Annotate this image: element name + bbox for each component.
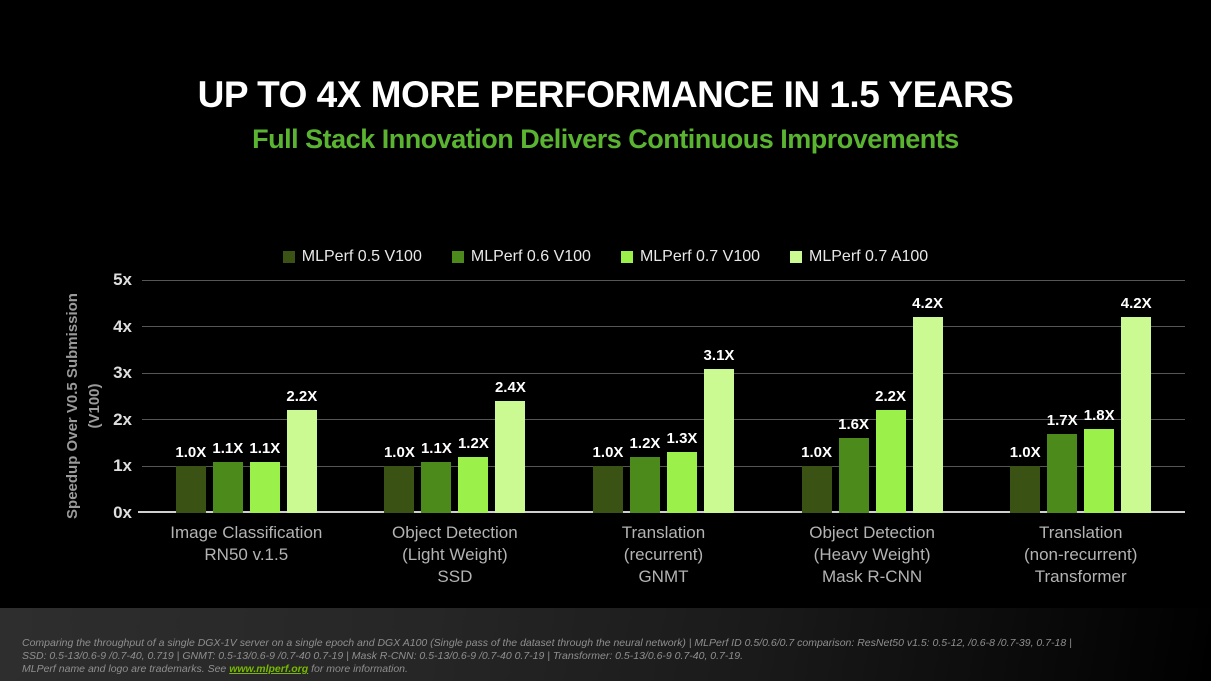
footnote-line3-prefix: MLPerf name and logo are trademarks. See — [22, 663, 230, 675]
category-label: Object Detection (Light Weight) SSD — [392, 523, 518, 586]
bar-group: 1.0X 1.7X 1.8X 4.2X — [976, 280, 1185, 513]
bar-value-label: 4.2X — [1120, 295, 1152, 313]
gridline — [142, 326, 1185, 328]
gridline — [142, 465, 1185, 467]
legend-label: MLPerf 0.7 A100 — [809, 248, 929, 265]
bar-mlperf-0-5-v100: 1.0X — [593, 444, 623, 513]
category-label: Object Detection (Heavy Weight) Mask R-CNN — [809, 523, 935, 586]
legend-item: MLPerf 0.5 V100 — [282, 248, 422, 266]
legend-item: MLPerf 0.6 V100 — [451, 248, 591, 266]
legend-swatch-icon — [451, 251, 464, 263]
bar-mlperf-0-6-v100: 1.7X — [1047, 412, 1078, 513]
footnote-line1: Comparing the throughput of a single DGX… — [22, 637, 1072, 649]
bar-value-label: 1.2X — [629, 435, 661, 453]
footer: Comparing the throughput of a single DGX… — [22, 637, 1201, 676]
y-tick-label: 0x — [113, 503, 132, 522]
bar-mlperf-0-6-v100: 1.1X — [421, 440, 452, 513]
y-axis-title-line2: (V100) — [86, 383, 103, 429]
bar-mlperf-0-5-v100: 1.0X — [175, 444, 206, 513]
y-tick-label: 4x — [113, 316, 132, 336]
y-axis-title-line1: Speedup Over V0.5 Submission — [64, 293, 81, 519]
bar-value-label: 1.6X — [838, 416, 870, 434]
footnote-line3-suffix: for more information. — [308, 663, 408, 675]
legend-label: MLPerf 0.7 V100 — [639, 248, 761, 265]
bar-value-label: 2.2X — [286, 388, 318, 406]
bar-value-label: 1.1X — [212, 439, 244, 457]
y-tick-label: 5x — [113, 270, 132, 289]
bar-group: 1.0X 1.1X 1.2X 2.4X — [351, 280, 560, 513]
page-title: UP TO 4X MORE PERFORMANCE IN 1.5 YEARS — [197, 74, 1014, 115]
bar-mlperf-0-5-v100: 1.0X — [1010, 444, 1041, 513]
bar-value-label: 1.0X — [383, 444, 415, 462]
bar-mlperf-0-5-v100: 1.0X — [801, 444, 832, 513]
bar-mlperf-0-7-a100: 2.2X — [286, 388, 317, 513]
category-labels: Image Classification RN50 v.1.5 Object Det… — [142, 522, 1185, 588]
gridline — [142, 279, 1185, 281]
bar-mlperf-0-7-a100: 3.1X — [704, 347, 734, 513]
bar-value-label: 1.0X — [592, 444, 624, 462]
bar-mlperf-0-5-v100: 1.0X — [384, 444, 415, 513]
bar-value-label: 1.0X — [175, 444, 207, 462]
footnote-line2: SSD: 0.5-13/0.6-9 /0.7-40, 0.719 | GNMT:… — [22, 650, 743, 662]
y-tick-label: 1x — [113, 456, 132, 476]
footer-band: Comparing the throughput of a single DGX… — [0, 608, 1211, 681]
bar-value-label: 1.0X — [801, 444, 833, 462]
y-axis-title: Speedup Over V0.5 Submission (V100) — [62, 206, 106, 606]
legend-item: MLPerf 0.7 A100 — [790, 248, 928, 266]
bar-group: 1.0X 1.2X 1.3X 3.1X — [559, 280, 768, 513]
category-label: Translation (non-recurrent) Transformer — [1023, 523, 1138, 586]
bar-mlperf-0-7-a100: 4.2X — [1121, 295, 1152, 513]
bar-value-label: 3.1X — [703, 346, 735, 364]
bar-group: 1.0X 1.1X 1.1X 2.2X — [142, 280, 351, 513]
bar-value-label: 1.1X — [420, 439, 452, 457]
bar-value-label: 2.2X — [875, 388, 907, 406]
bar-group: 1.0X 1.6X 2.2X 4.2X — [768, 280, 977, 513]
bar-value-label: 1.3X — [666, 430, 698, 448]
plot-area: 0x 1x 2x 3x 4x 5x 1.0X 1.1X 1.1X 2.2X 1.0X 1.1X 1.2X… — [113, 270, 1185, 522]
bar-mlperf-0-7-v100: 1.3X — [667, 430, 697, 513]
bar-mlperf-0-6-v100: 1.1X — [212, 440, 243, 513]
y-tick-label: 2x — [113, 409, 132, 429]
legend-label: MLPerf 0.6 V100 — [470, 248, 591, 265]
page-subtitle: Full Stack Innovation Delivers Continuou… — [252, 124, 959, 154]
y-tick-label: 3x — [113, 363, 132, 383]
bar-mlperf-0-7-v100: 2.2X — [875, 388, 906, 513]
footnote-line3: MLPerf name and logo are trademarks. See… — [22, 663, 1201, 676]
chart-legend: MLPerf 0.5 V100 MLPerf 0.6 V100 MLPerf 0.7… — [0, 248, 1211, 266]
gridline — [142, 419, 1185, 421]
legend-swatch-icon — [620, 251, 633, 263]
bar-value-label: 2.4X — [494, 379, 526, 397]
bar-value-label: 1.1X — [249, 439, 281, 457]
legend-swatch-icon — [282, 251, 295, 263]
category-label: Translation (recurrent) GNMT — [621, 523, 706, 586]
category-label: Image Classification RN50 v.1.5 — [170, 523, 323, 564]
bar-value-label: 1.8X — [1083, 407, 1115, 425]
legend-label: MLPerf 0.5 V100 — [301, 248, 422, 265]
bar-value-label: 1.7X — [1046, 411, 1078, 429]
bar-mlperf-0-7-v100: 1.8X — [1084, 407, 1115, 513]
legend-swatch-icon — [790, 251, 803, 263]
gridline — [142, 372, 1185, 374]
bar-mlperf-0-6-v100: 1.6X — [838, 416, 869, 513]
bar-mlperf-0-7-v100: 1.1X — [249, 440, 280, 513]
x-axis-line — [138, 511, 1185, 513]
legend-item: MLPerf 0.7 V100 — [620, 248, 761, 266]
bar-value-label: 1.2X — [457, 435, 489, 453]
bar-value-label: 1.0X — [1009, 444, 1041, 462]
bar-groups: 1.0X 1.1X 1.1X 2.2X 1.0X 1.1X 1.2X 2.4X 1.0X 1.2X… — [142, 280, 1185, 513]
mlperf-link[interactable]: www.mlperf.org — [229, 663, 309, 675]
bar-value-label: 4.2X — [912, 295, 944, 313]
bar-mlperf-0-7-v100: 1.2X — [458, 435, 489, 513]
bar-mlperf-0-7-a100: 2.4X — [495, 379, 526, 513]
bar-mlperf-0-7-a100: 4.2X — [912, 295, 943, 513]
bar-mlperf-0-6-v100: 1.2X — [630, 435, 660, 513]
